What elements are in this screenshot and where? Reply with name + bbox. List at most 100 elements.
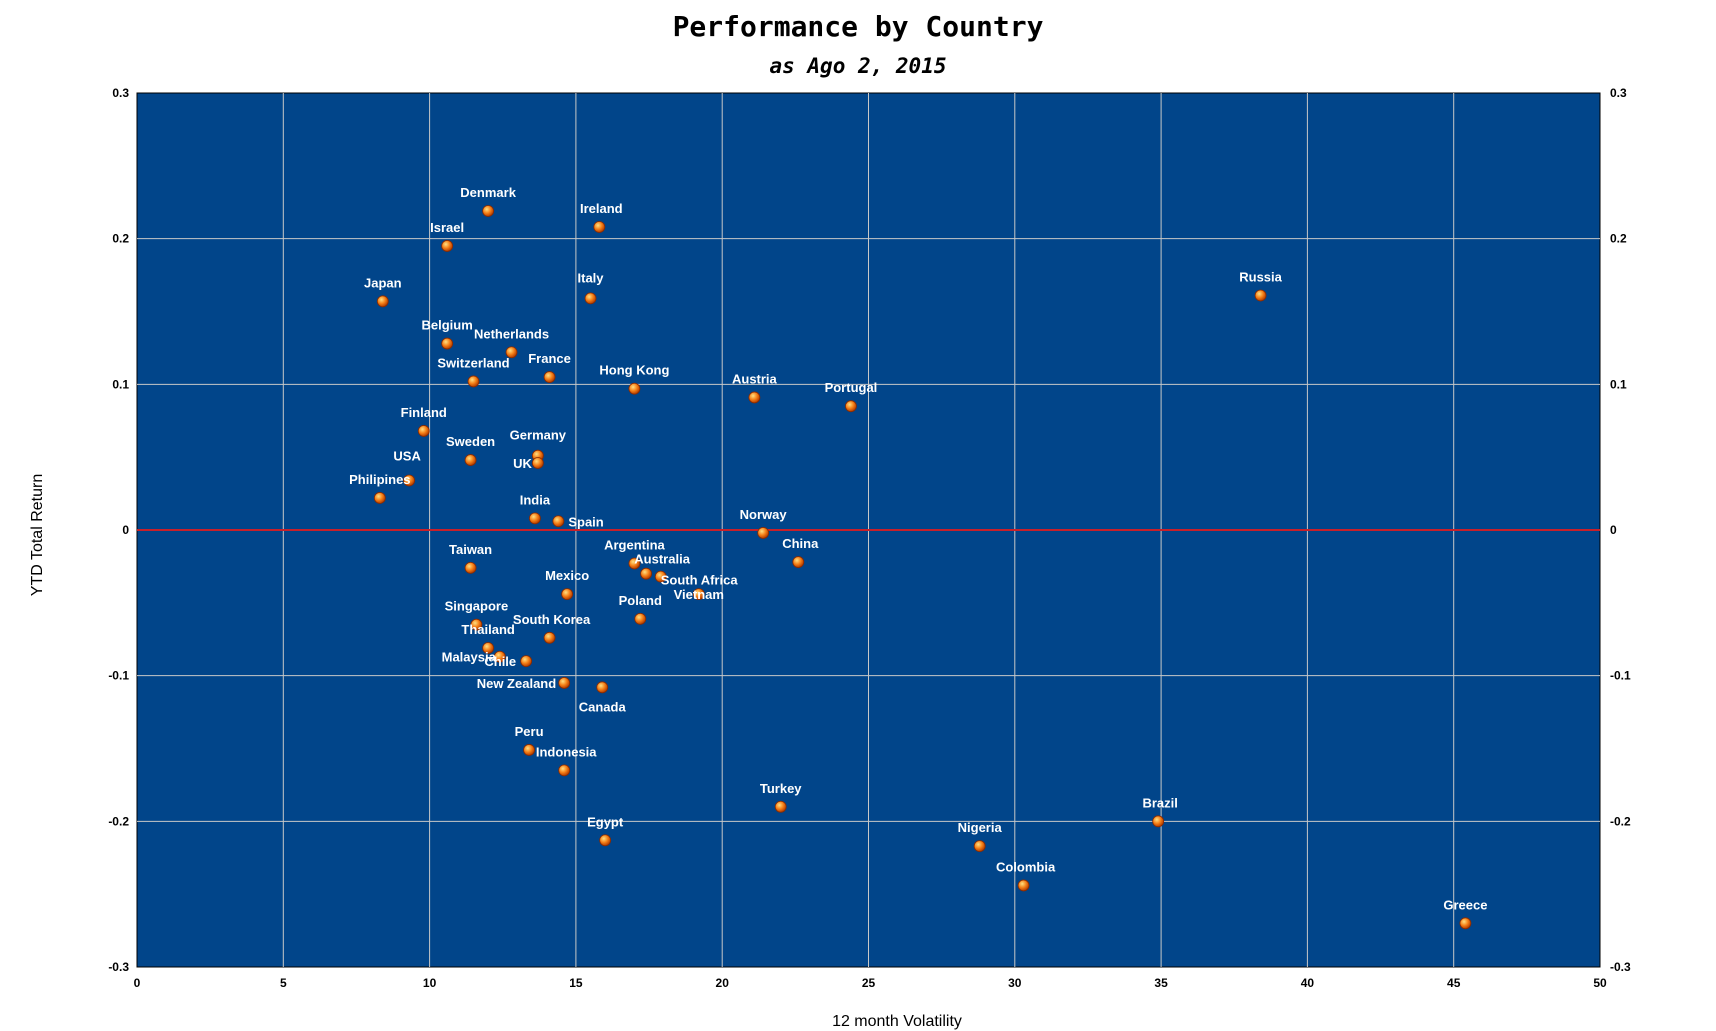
point-label: Malaysia: [442, 650, 497, 665]
data-point: [543, 371, 556, 383]
data-point: [774, 800, 787, 813]
y-tick-label-left: -0.2: [108, 814, 129, 828]
data-point: [543, 631, 556, 644]
point-label: Turkey: [760, 781, 802, 796]
point-labels: Denmark Ireland Israel Japan Italy Russia Belg…: [349, 185, 1487, 912]
data-points: [373, 205, 1472, 930]
data-point: [482, 642, 495, 654]
x-tick-label: 25: [862, 976, 876, 990]
point-label: New Zealand: [477, 676, 557, 691]
data-point: [584, 292, 597, 305]
point-label: Greece: [1443, 897, 1487, 912]
point-label: Netherlands: [474, 326, 549, 341]
data-point: [467, 375, 480, 388]
x-tick-label: 50: [1593, 976, 1607, 990]
point-label: Mexico: [545, 568, 589, 583]
point-label: Vietnam: [674, 587, 724, 602]
data-point: [482, 205, 495, 217]
point-label: South Africa: [661, 573, 739, 588]
data-point: [628, 557, 641, 570]
x-tick-label: 15: [569, 976, 583, 990]
data-point: [596, 681, 609, 694]
data-point: [561, 588, 574, 600]
data-point: [529, 512, 541, 525]
data-point: [593, 221, 606, 233]
data-point: [1459, 917, 1472, 930]
point-label: Chile: [484, 654, 516, 669]
y-tick-label-left: -0.1: [108, 669, 129, 683]
chart-title: Performance by Country: [673, 10, 1044, 43]
y-tick-label-left: 0: [122, 523, 129, 537]
point-label: India: [520, 492, 551, 507]
data-point: [558, 677, 571, 689]
data-point: [634, 612, 647, 625]
point-label: Singapore: [445, 599, 509, 614]
data-point: [640, 567, 653, 580]
point-label: Poland: [619, 593, 662, 608]
y-tick-label-right: 0.1: [1610, 377, 1627, 391]
y-tick-label-right: -0.2: [1610, 814, 1631, 828]
data-point: [654, 570, 667, 583]
point-label: Belgium: [422, 318, 473, 333]
point-label: Australia: [634, 552, 690, 567]
data-point: [748, 391, 761, 404]
y-tick-label-left: 0.1: [112, 377, 129, 391]
data-point: [845, 400, 857, 413]
data-point: [493, 650, 506, 663]
point-label: Nigeria: [958, 820, 1003, 835]
point-label: Hong Kong: [599, 363, 669, 378]
point-label: China: [782, 536, 819, 551]
point-label: Spain: [568, 514, 603, 529]
y-tick-label-right: 0.2: [1610, 232, 1627, 246]
data-point: [552, 515, 565, 528]
point-label: Peru: [515, 724, 544, 739]
data-point: [1017, 879, 1030, 892]
x-tick-label: 35: [1154, 976, 1168, 990]
data-point: [757, 527, 770, 539]
point-label: Sweden: [446, 434, 495, 449]
y-tick-label-left: 0.3: [112, 86, 129, 100]
data-point: [1152, 815, 1165, 828]
x-tick-label: 30: [1008, 976, 1022, 990]
x-tick-label: 45: [1447, 976, 1461, 990]
data-point: [1254, 289, 1267, 302]
point-label: Taiwan: [449, 542, 492, 557]
data-point: [373, 492, 386, 504]
point-label: Italy: [578, 270, 605, 285]
x-tick-label: 5: [280, 976, 287, 990]
data-point: [441, 337, 454, 350]
point-label: Canada: [579, 699, 627, 714]
x-tick-label: 0: [134, 976, 141, 990]
x-tick-label: 40: [1301, 976, 1315, 990]
point-label: South Korea: [513, 612, 591, 627]
data-point: [376, 295, 389, 308]
axis-ticks: 0 5 10 15 20 25 30 35 40 45 50 0.3 0.2 0.1 0 -0.1 -0.2 -0…: [108, 86, 1631, 990]
data-point: [692, 588, 705, 600]
data-point: [523, 744, 535, 756]
point-label: Russia: [1239, 269, 1282, 284]
y-tick-label-right: 0: [1610, 523, 1617, 537]
data-point: [628, 382, 641, 395]
data-point: [441, 240, 454, 252]
y-axis-label: YTD Total Return: [29, 474, 46, 596]
point-label: Brazil: [1142, 795, 1177, 810]
point-label: UK: [513, 456, 532, 471]
point-label: Ireland: [580, 201, 623, 216]
point-label: Germany: [510, 428, 567, 443]
point-label: Philipines: [349, 472, 410, 487]
point-label: France: [528, 351, 571, 366]
point-label: Thailand: [461, 622, 515, 637]
data-point: [520, 655, 533, 667]
point-label: Austria: [732, 371, 778, 386]
data-point: [470, 618, 483, 631]
point-label: Norway: [740, 507, 788, 522]
point-label: Indonesia: [536, 744, 597, 759]
y-tick-label-left: 0.2: [112, 232, 129, 246]
data-point: [973, 840, 986, 852]
chart-subtitle: as Ago 2, 2015: [769, 54, 946, 78]
data-point: [464, 561, 477, 574]
y-tick-label-left: -0.3: [108, 960, 129, 974]
data-point: [531, 457, 544, 469]
data-point: [417, 425, 430, 437]
